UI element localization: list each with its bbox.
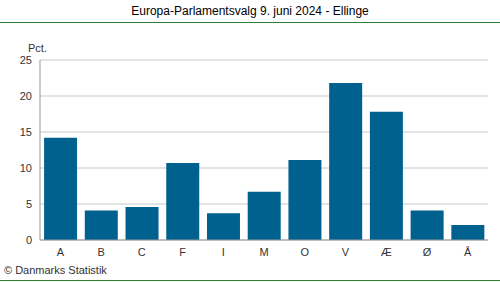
svg-text:Ø: Ø [423,246,432,258]
svg-text:0: 0 [26,234,32,246]
svg-text:5: 5 [26,198,32,210]
svg-text:Å: Å [464,246,472,258]
svg-text:10: 10 [20,162,32,174]
svg-text:25: 25 [20,54,32,66]
svg-text:F: F [179,246,186,258]
svg-text:O: O [300,246,309,258]
svg-text:15: 15 [20,126,32,138]
svg-text:V: V [342,246,350,258]
svg-text:A: A [57,246,65,258]
svg-text:C: C [138,246,146,258]
svg-text:I: I [222,246,225,258]
svg-text:Æ: Æ [381,246,392,258]
svg-text:20: 20 [20,90,32,102]
svg-text:M: M [259,246,268,258]
html-text:Europa-Parlamentsvalg 9. juni: Europa-Parlamentsvalg 9. juni 2024 - Ell… [131,4,369,18]
html-text:© Danmarks Statistik: © Danmarks Statistik [4,264,107,276]
html-text:Pct.: Pct. [28,42,47,54]
svg-text:B: B [97,246,104,258]
